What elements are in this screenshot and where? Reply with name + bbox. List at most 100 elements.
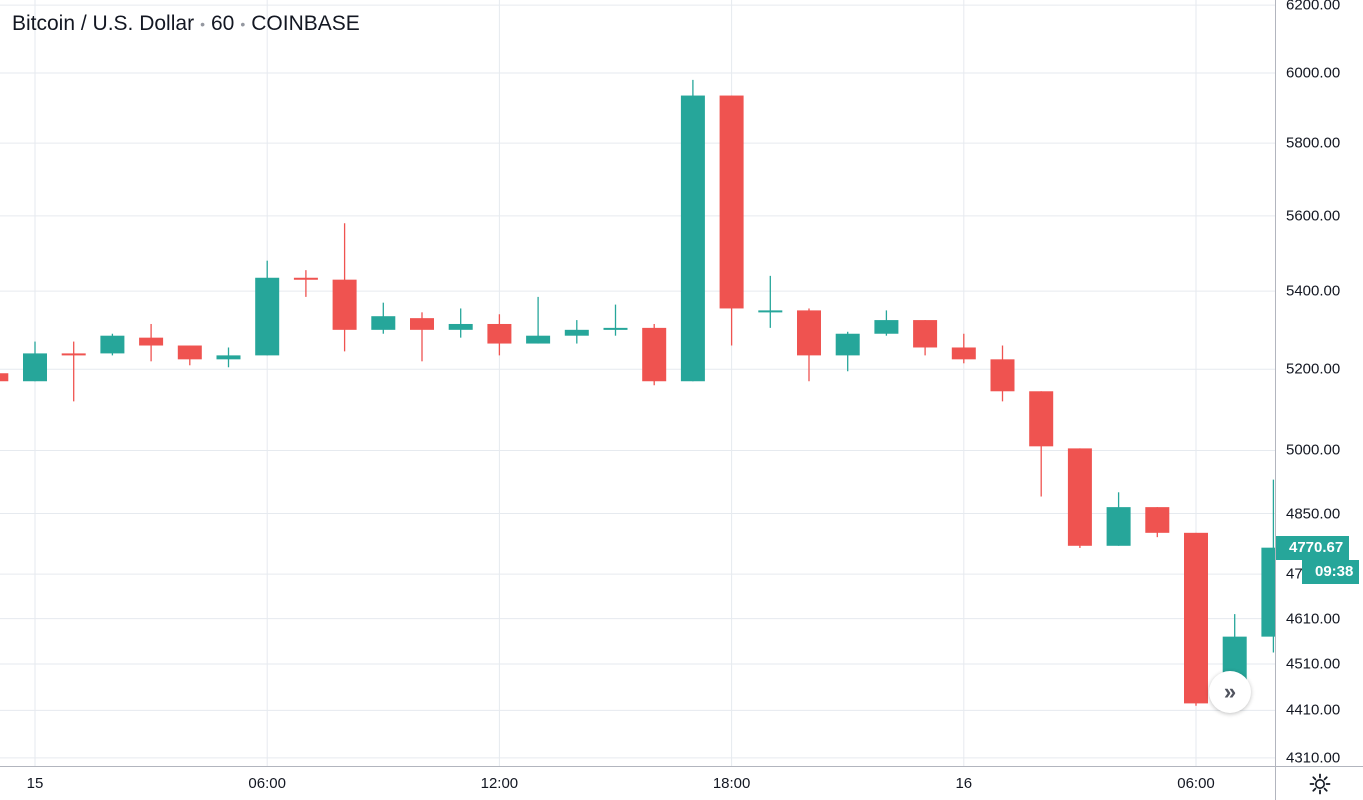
price-tick: 4610.00 [1286, 610, 1341, 628]
candle-body [603, 327, 628, 330]
gear-icon [1309, 773, 1331, 795]
last-price-label: 4770.67 [1276, 535, 1350, 560]
price-tick: 5800.00 [1286, 134, 1341, 152]
candle[interactable] [1145, 507, 1170, 538]
candle-body [564, 329, 589, 336]
candle-body [874, 320, 899, 334]
candle-body [758, 310, 783, 313]
candlestick-chart[interactable] [0, 0, 1275, 766]
candle-body [177, 345, 202, 360]
candle[interactable] [797, 308, 821, 382]
candle[interactable] [874, 310, 899, 336]
candle[interactable] [1067, 448, 1092, 548]
legend-separator: • [240, 16, 246, 33]
price-tick: 5000.00 [1286, 441, 1341, 459]
candle-body [448, 323, 473, 330]
candle[interactable] [913, 320, 938, 356]
candle-body [100, 335, 125, 354]
candle-body [410, 318, 434, 330]
legend-separator: • [200, 16, 205, 33]
time-tick: 15 [26, 775, 44, 792]
candle[interactable] [719, 95, 744, 346]
candle[interactable] [23, 341, 47, 382]
candle[interactable] [564, 320, 589, 344]
time-tick: 12:00 [480, 775, 519, 792]
candle-body [61, 353, 86, 356]
price-tick: 4310.00 [1286, 749, 1341, 767]
candle[interactable] [332, 223, 357, 352]
grid-lines [0, 0, 1275, 766]
candle[interactable] [758, 275, 783, 328]
candle-body [1261, 547, 1275, 637]
candle-body [332, 279, 357, 330]
candle-body [216, 355, 241, 360]
candle[interactable] [371, 302, 396, 334]
candle-body [835, 333, 860, 356]
price-tick: 4510.00 [1286, 655, 1341, 673]
candle[interactable] [1261, 479, 1275, 653]
candle[interactable] [100, 333, 125, 356]
candle[interactable] [603, 304, 628, 336]
price-tick: 6000.00 [1286, 64, 1341, 82]
candle[interactable] [680, 79, 705, 382]
time-tick: 18:00 [712, 775, 751, 792]
candle-body [680, 95, 705, 382]
candle-body [139, 337, 164, 346]
candle[interactable] [0, 373, 9, 382]
candle[interactable] [487, 314, 512, 356]
time-tick: 06:00 [1177, 775, 1215, 792]
candle[interactable] [1106, 492, 1131, 546]
candle[interactable] [526, 296, 551, 344]
candle-body [255, 277, 280, 356]
candle-body [1145, 507, 1170, 533]
candle-body [913, 320, 938, 348]
candle-body [990, 359, 1015, 392]
legend-interval: 60 [210, 12, 235, 35]
price-tick: 6200.00 [1286, 0, 1341, 14]
price-axis[interactable]: 6200.00 6000.00 5800.00 5600.00 5400.00 … [1275, 0, 1363, 766]
candle[interactable] [1029, 391, 1054, 497]
candle[interactable] [951, 333, 976, 364]
price-tick: 5600.00 [1286, 207, 1341, 225]
chart-legend: Bitcoin / U.S. Dollar • 60 • COINBASE [12, 12, 360, 36]
candle[interactable] [61, 341, 86, 402]
chart-plot-area[interactable]: Bitcoin / U.S. Dollar • 60 • COINBASE » [0, 0, 1275, 766]
candle[interactable] [177, 345, 202, 366]
double-chevron-right-icon: » [1223, 679, 1237, 704]
price-tick: 4410.00 [1286, 701, 1341, 719]
candle[interactable] [642, 323, 667, 386]
candle-body [1067, 448, 1092, 546]
candle-body [371, 316, 396, 330]
time-tick: 06:00 [248, 775, 286, 792]
price-tick: 5200.00 [1286, 360, 1341, 378]
candle-body [1106, 507, 1131, 546]
candle[interactable] [1184, 532, 1208, 706]
legend-symbol: Bitcoin / U.S. Dollar [12, 12, 195, 35]
time-tick: 16 [955, 775, 973, 792]
candle-body [0, 373, 9, 382]
candle-body [293, 277, 318, 280]
candle[interactable] [448, 308, 473, 338]
candle-body [1029, 391, 1054, 447]
candle-body [719, 95, 744, 309]
time-axis[interactable]: 15 06:00 12:00 18:00 16 06:00 [0, 766, 1275, 800]
candle-body [23, 353, 47, 382]
candle[interactable] [990, 345, 1015, 402]
candle-body [797, 310, 821, 356]
chart-settings-button[interactable] [1275, 766, 1363, 800]
candle-body [487, 323, 512, 344]
candle[interactable] [410, 312, 434, 362]
candle[interactable] [216, 347, 241, 368]
candles[interactable] [0, 79, 1275, 706]
candle[interactable] [139, 323, 164, 362]
candle[interactable] [293, 270, 318, 297]
candle[interactable] [255, 260, 280, 356]
bar-countdown-label: 09:38 [1302, 559, 1360, 584]
price-tick: 4850.00 [1286, 505, 1341, 523]
legend-exchange: COINBASE [251, 12, 360, 35]
candle-body [526, 335, 551, 344]
candle[interactable] [835, 331, 860, 372]
candle-body [642, 327, 667, 382]
candle-body [951, 347, 976, 360]
scroll-to-realtime-button[interactable]: » [1209, 671, 1251, 713]
